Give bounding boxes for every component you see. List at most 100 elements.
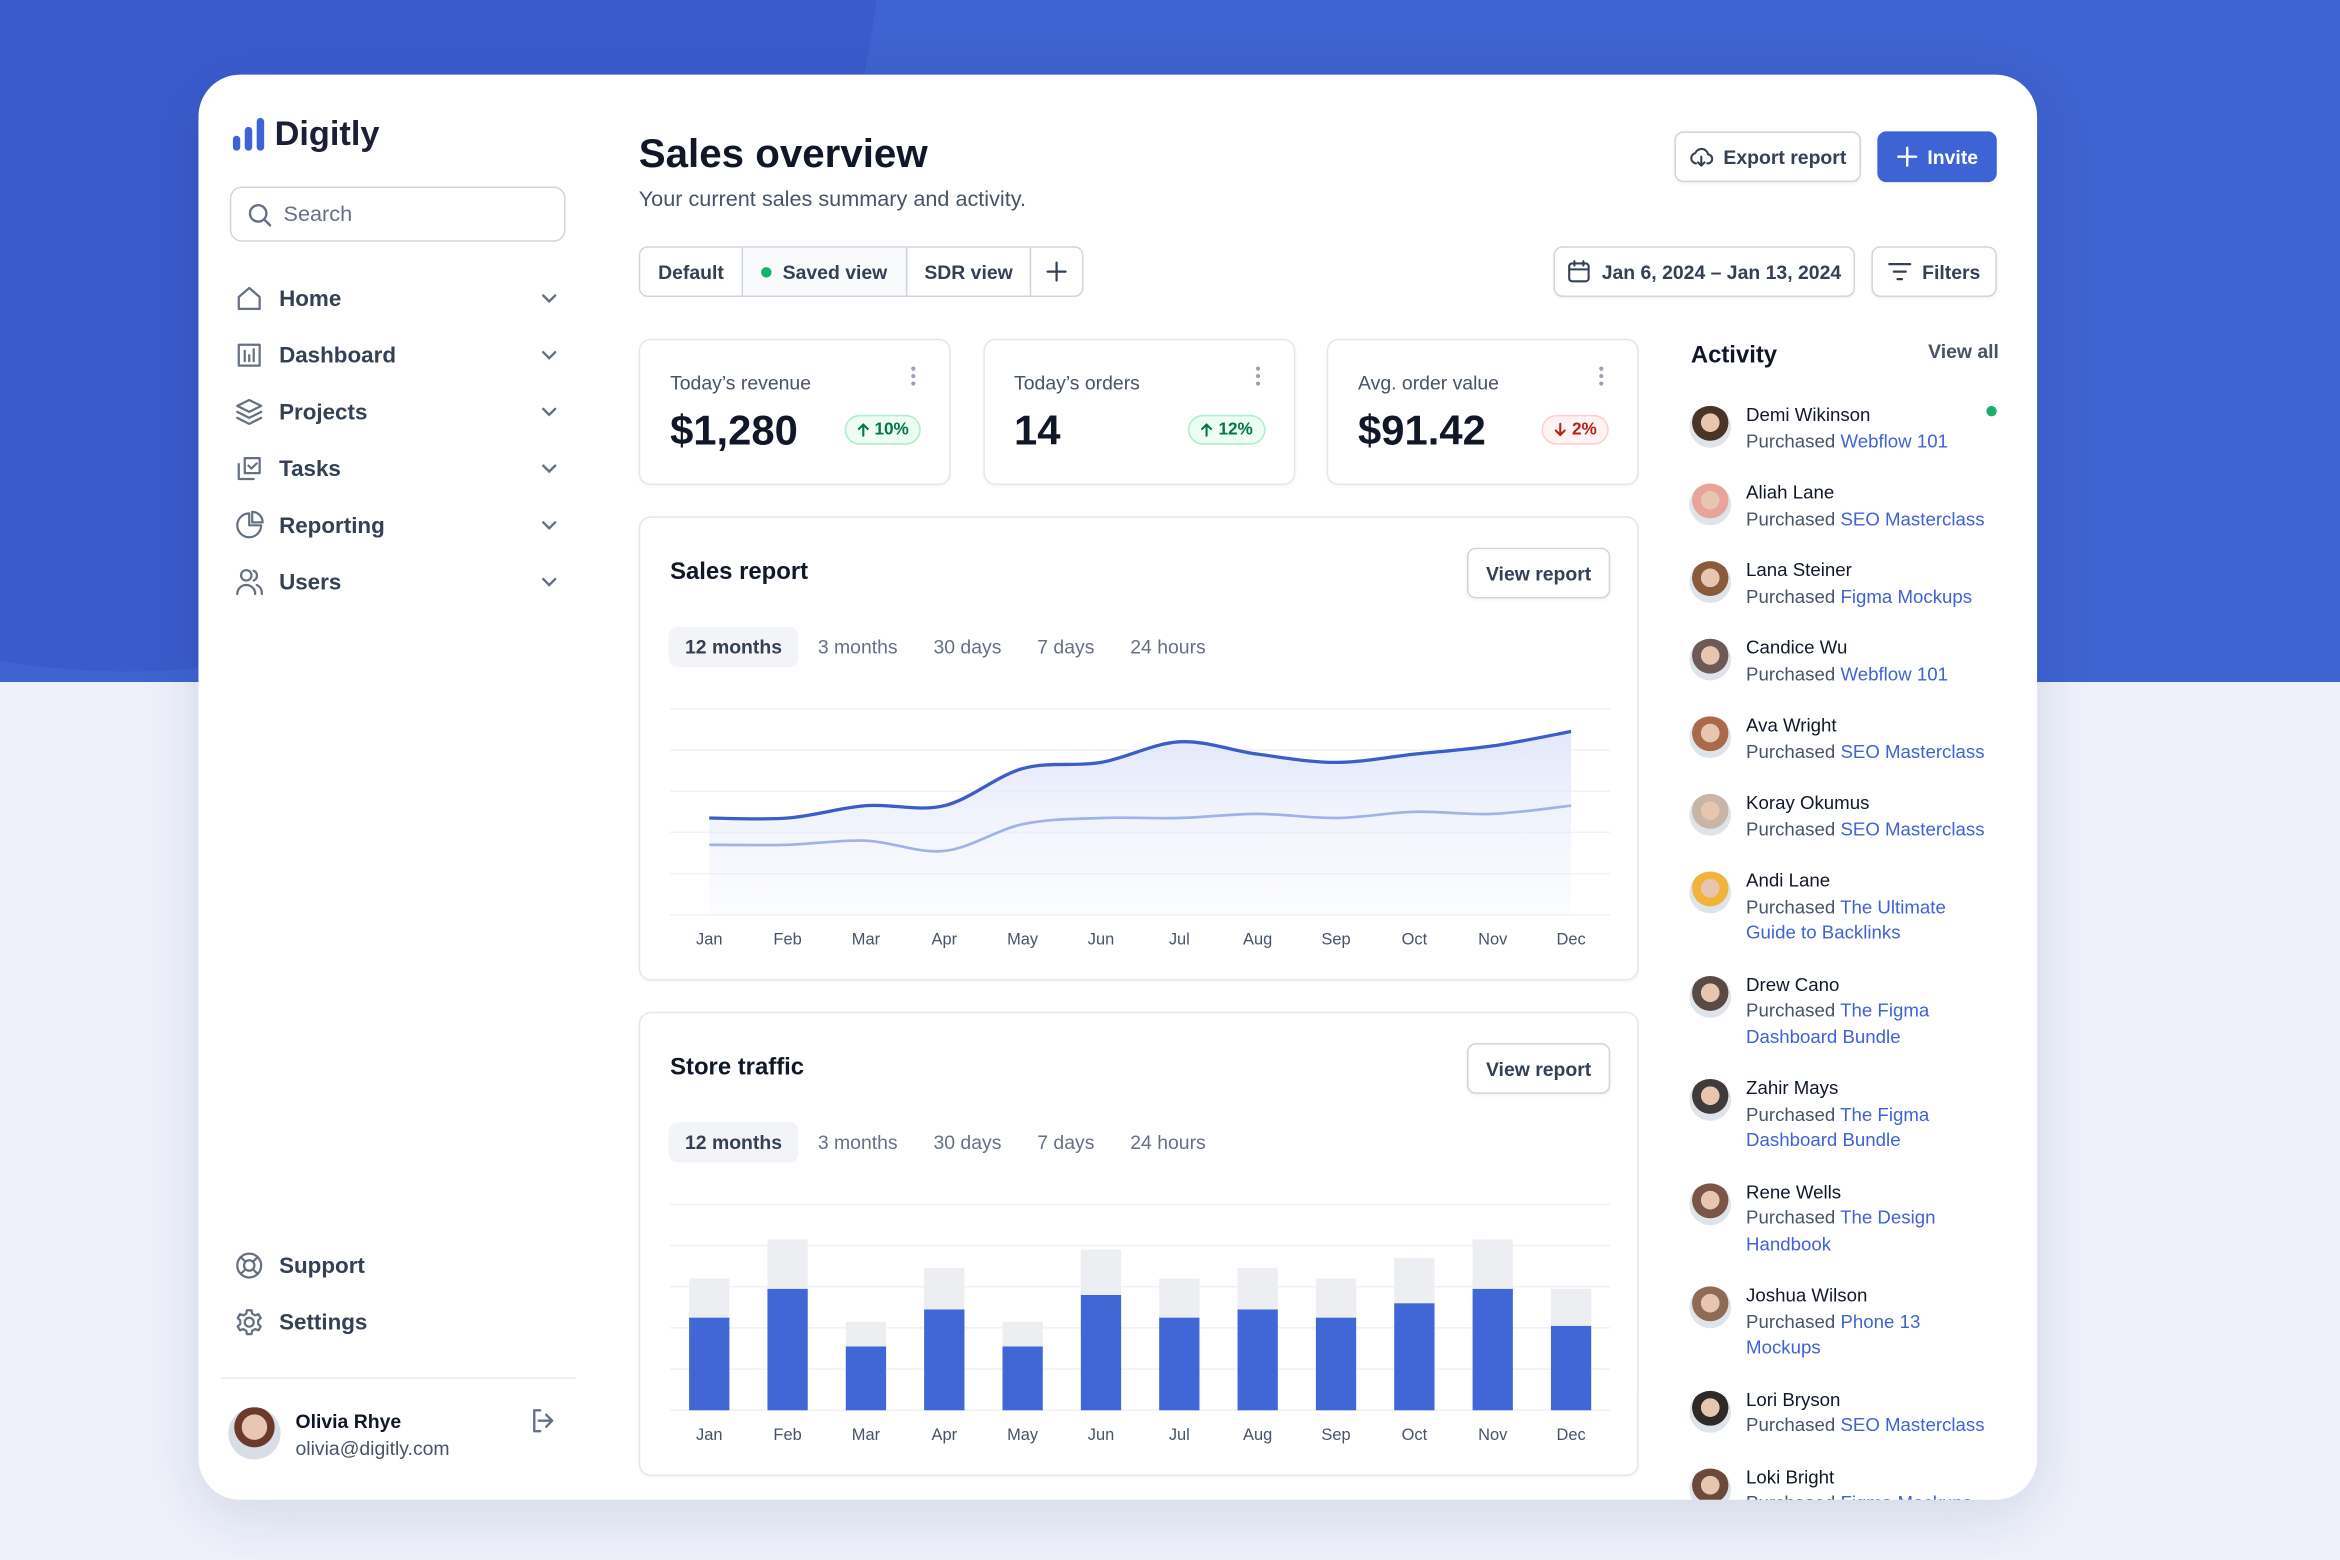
bar [1159, 1278, 1200, 1318]
range-tab[interactable]: 7 days [1037, 1131, 1095, 1154]
activity-product[interactable]: SEO Masterclass [1840, 818, 1985, 840]
range-tab[interactable]: 24 hours [1130, 1131, 1206, 1154]
activity-product[interactable]: Webflow 101 [1840, 663, 1948, 685]
avatar [1689, 561, 1732, 603]
icon-path [237, 457, 261, 481]
view-all[interactable]: View all [1928, 340, 1999, 363]
x-tick-label: Aug [1243, 931, 1272, 949]
range-tab[interactable]: 12 months [668, 626, 799, 668]
invite-button[interactable]: Invite [1877, 131, 1997, 183]
activity-product[interactable]: Phone 13 Mockups [1746, 1311, 1921, 1359]
nav-item[interactable]: Reporting [234, 507, 565, 543]
activity-action: Purchased [1746, 430, 1836, 452]
activity-line: Purchased The Figma Dashboard Bundle [1746, 998, 1997, 1050]
bar [1550, 1288, 1592, 1326]
kpi-label: Today’s revenue [670, 371, 811, 394]
activity-product[interactable]: SEO Masterclass [1840, 1414, 1985, 1436]
date-label: Jan 6, 2024 – Jan 13, 2024 [1601, 260, 1842, 283]
x-tick-label: Jan [696, 1426, 722, 1444]
activity-product[interactable]: The Ultimate Guide to Backlinks [1746, 896, 1946, 944]
activity-action: Purchased [1746, 1103, 1836, 1125]
view-report-label: View report [1485, 561, 1592, 585]
nav-item[interactable]: Tasks [234, 451, 565, 487]
bar [767, 1288, 808, 1411]
kpi-change-value: 2% [1572, 420, 1597, 439]
range-tab[interactable]: 12 months [668, 1122, 799, 1163]
icon-path [236, 1309, 262, 1336]
view-report-button[interactable]: View report [1466, 1043, 1611, 1094]
view-label: SDR view [924, 260, 1013, 283]
chevron [542, 294, 557, 304]
kebab [1599, 366, 1604, 386]
nav-item[interactable]: Dashboard [234, 337, 565, 373]
bar [1080, 1294, 1122, 1411]
user-email: olivia@digitly.com [295, 1437, 450, 1460]
activity-product[interactable]: The Figma Dashboard Bundle [1746, 1103, 1930, 1151]
x-tick-label: Apr [932, 1426, 958, 1444]
activity-name: Joshua Wilson [1746, 1284, 1868, 1306]
nav-label: Users [279, 569, 342, 595]
view-tab[interactable]: Saved view [743, 247, 908, 296]
range-tab[interactable]: 3 months [817, 635, 898, 659]
range-tab[interactable]: 30 days [933, 635, 1002, 659]
add-view[interactable] [1031, 248, 1082, 296]
filters-button[interactable]: Filters [1871, 246, 1997, 297]
invite-label: Invite [1927, 145, 1979, 168]
range-tab[interactable]: 24 hours [1130, 635, 1206, 659]
view-report-button[interactable]: View report [1466, 547, 1611, 599]
nav-label: Support [279, 1252, 365, 1279]
activity-product[interactable]: Webflow 101 [1840, 430, 1948, 452]
range-tab[interactable]: 30 days [933, 1131, 1002, 1154]
icon-path [236, 1252, 263, 1279]
activity-product[interactable]: SEO Masterclass [1840, 740, 1985, 762]
nav-icon [237, 457, 261, 481]
activity-product[interactable]: Figma Mockups [1840, 1492, 1973, 1514]
logout-icon[interactable] [530, 1407, 557, 1434]
view-tab[interactable]: Default [640, 247, 744, 296]
nav-icon [237, 343, 261, 367]
activity-text: Aliah Lane Purchased SEO Masterclass [1746, 481, 1997, 533]
kpi-change-value: 12% [1218, 420, 1253, 439]
activity-product[interactable]: The Design Handbook [1746, 1207, 1936, 1255]
activity-product[interactable]: SEO Masterclass [1840, 508, 1985, 530]
activity-text: Joshua Wilson Purchased Phone 13 Mockups [1746, 1283, 1997, 1361]
kpi-value: $1,280 [670, 407, 798, 454]
area [709, 731, 1572, 915]
nav-item[interactable]: Users [234, 564, 565, 600]
filters-label: Filters [1922, 260, 1981, 283]
kebab-dot [1599, 366, 1604, 371]
activity-item: Loki Bright Purchased Figma Mockups [1689, 1465, 2002, 1514]
activity-action: Purchased [1746, 663, 1836, 685]
date-button[interactable]: Jan 6, 2024 – Jan 13, 2024 [1553, 246, 1855, 297]
view-tab[interactable]: SDR view [907, 247, 1032, 296]
nav-item[interactable]: Settings [234, 1304, 565, 1340]
bar [1550, 1325, 1592, 1411]
activity-line: Purchased Phone 13 Mockups [1746, 1310, 1997, 1362]
x-tick-label: Sep [1321, 1426, 1350, 1444]
kpi-card: Today’s revenue $1,280 10% [638, 338, 951, 486]
range-tab[interactable]: 7 days [1037, 635, 1095, 659]
bar [1472, 1239, 1513, 1289]
nav-item[interactable]: Home [234, 281, 565, 317]
activity-action: Purchased [1746, 1207, 1836, 1229]
bar [845, 1321, 887, 1347]
range-tab[interactable]: 3 months [817, 1131, 898, 1154]
activity-text: Lana Steiner Purchased Figma Mockups [1746, 558, 1997, 610]
x-tick-label: Jul [1169, 1426, 1190, 1444]
export-button[interactable]: Export report [1674, 131, 1861, 183]
x-tick-label: Jun [1088, 1426, 1114, 1444]
nav-item[interactable]: Projects [234, 394, 565, 430]
kpi-change: 10% [844, 414, 921, 445]
nav-item[interactable]: Support [234, 1248, 565, 1284]
search-box[interactable]: Search [229, 186, 566, 242]
icon-path [237, 286, 261, 311]
nav-icon [236, 1309, 262, 1336]
activity-name: Andi Lane [1746, 870, 1831, 891]
activity-product[interactable]: Figma Mockups [1840, 585, 1973, 607]
x-tick-label: Feb [773, 931, 801, 949]
x-tick-label: Aug [1243, 1426, 1272, 1444]
activity-product[interactable]: The Figma Dashboard Bundle [1746, 999, 1930, 1047]
activity-name: Loki Bright [1746, 1466, 1835, 1488]
chart: Jan Feb Mar Apr May Jun Jul Aug Sep Oct Nov Dec [670, 708, 1611, 949]
